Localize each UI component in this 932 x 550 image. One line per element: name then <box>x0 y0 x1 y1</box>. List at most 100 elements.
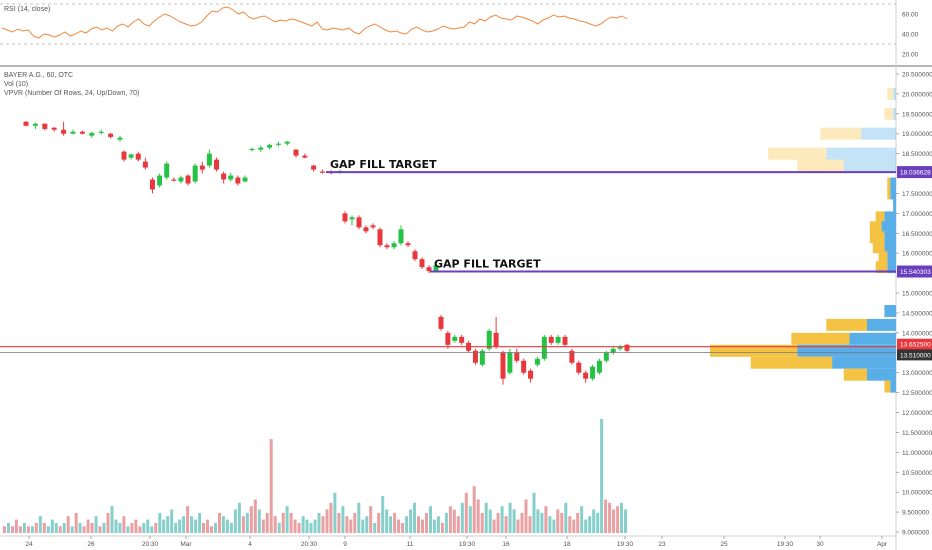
candle-body[interactable] <box>433 265 439 272</box>
candle-body[interactable] <box>23 121 29 126</box>
candle-body[interactable] <box>412 251 418 260</box>
candle-body[interactable] <box>590 366 596 379</box>
candle-body[interactable] <box>391 243 397 248</box>
candle-body[interactable] <box>214 159 220 170</box>
candle-body[interactable] <box>61 129 67 134</box>
candle-body[interactable] <box>135 153 141 160</box>
candle-body[interactable] <box>486 330 492 349</box>
candle-body[interactable] <box>242 177 248 182</box>
candle-body[interactable] <box>500 352 506 379</box>
candle-body[interactable] <box>121 151 127 160</box>
candle-body[interactable] <box>178 177 184 182</box>
candle-body[interactable] <box>507 352 513 373</box>
candle-body[interactable] <box>51 127 57 130</box>
candle-body[interactable] <box>349 217 355 220</box>
candle-body[interactable] <box>514 352 520 361</box>
candle-body[interactable] <box>419 259 425 268</box>
candle-body[interactable] <box>284 141 290 144</box>
annotations[interactable]: GAP FILL TARGET 18.036628 GAP FILL TARGET 1… <box>0 158 932 361</box>
candle-body[interactable] <box>363 227 369 232</box>
candle-body[interactable] <box>438 316 444 329</box>
candle-body[interactable] <box>377 229 383 246</box>
candle-body[interactable] <box>293 149 299 156</box>
candle-body[interactable] <box>521 360 527 373</box>
vpvr-up-bar <box>866 318 896 331</box>
candle-body[interactable] <box>603 352 609 361</box>
candle-body[interactable] <box>342 213 348 222</box>
candle-body[interactable] <box>185 175 191 184</box>
volume-bar <box>516 519 520 533</box>
candle-body[interactable] <box>117 137 123 140</box>
candle-body[interactable] <box>610 348 616 353</box>
volume-bar <box>512 509 516 533</box>
candle-body[interactable] <box>384 245 390 248</box>
volume-bar <box>584 519 588 533</box>
candle-body[interactable] <box>171 179 177 181</box>
candle-body[interactable] <box>164 163 170 178</box>
vpvr-down-bar <box>884 380 891 393</box>
candle-body[interactable] <box>459 336 465 343</box>
candle-body[interactable] <box>249 148 255 151</box>
volume-bar <box>560 512 564 533</box>
candle-body[interactable] <box>157 175 163 186</box>
candle-body[interactable] <box>258 147 264 150</box>
time-axis[interactable]: 24 26 20:30 Mar 4 20:30 9 11 19:30 16 18 19:30 23 25 1… <box>25 536 888 548</box>
candle-body[interactable] <box>528 370 534 379</box>
candle-body[interactable] <box>228 175 234 180</box>
candle-body[interactable] <box>79 131 85 134</box>
candle-body[interactable] <box>576 362 582 373</box>
candle-body[interactable] <box>275 143 281 145</box>
gap-fill-label[interactable]: GAP FILL TARGET <box>434 258 541 271</box>
candle-body[interactable] <box>534 358 540 365</box>
gap-fill-label[interactable]: GAP FILL TARGET <box>330 158 437 171</box>
rsi-tick-label: 20.00 <box>902 52 919 59</box>
candle-body[interactable] <box>199 165 205 170</box>
candle-body[interactable] <box>452 336 458 341</box>
candle-body[interactable] <box>206 153 212 166</box>
candle-body[interactable] <box>596 360 602 373</box>
volume-bar <box>206 519 209 533</box>
candle-body[interactable] <box>472 350 478 363</box>
candle-body[interactable] <box>32 123 38 126</box>
candle-body[interactable] <box>142 161 148 168</box>
candle-body[interactable] <box>356 217 362 228</box>
volume-bar <box>30 526 34 533</box>
candle-body[interactable] <box>192 165 198 182</box>
candle-body[interactable] <box>70 131 76 134</box>
candle-body[interactable] <box>149 179 155 190</box>
candle-body[interactable] <box>370 225 376 228</box>
volume-bar <box>556 509 560 533</box>
candle-body[interactable] <box>405 243 411 246</box>
candle-body[interactable] <box>89 132 95 136</box>
candle-body[interactable] <box>562 336 568 345</box>
candle-body[interactable] <box>426 267 432 272</box>
candle-body[interactable] <box>569 350 575 363</box>
candle-body[interactable] <box>493 332 499 347</box>
candle-body[interactable] <box>98 131 104 133</box>
candle-body[interactable] <box>235 177 241 184</box>
candle-body[interactable] <box>583 372 589 379</box>
candle-body[interactable] <box>479 350 485 365</box>
candle-body[interactable] <box>319 171 325 173</box>
candle-body[interactable] <box>42 123 48 129</box>
candle-body[interactable] <box>548 336 554 343</box>
candle-body[interactable] <box>445 332 451 345</box>
candle-body[interactable] <box>398 229 404 244</box>
volume-bar <box>190 516 194 533</box>
candle-body[interactable] <box>108 133 114 137</box>
volume-bar <box>488 509 492 533</box>
volume-bar <box>329 502 333 533</box>
candle-body[interactable] <box>311 165 317 170</box>
candle-body[interactable] <box>302 155 308 158</box>
candle-body[interactable] <box>267 144 273 148</box>
candle-body[interactable] <box>624 344 630 351</box>
candle-body[interactable] <box>128 154 134 158</box>
volume-bar <box>540 512 544 533</box>
candle-body[interactable] <box>221 173 227 180</box>
x-tick-label: 9 <box>343 541 347 548</box>
candle-body[interactable] <box>617 346 623 349</box>
price-axis[interactable]: 20.500000 20.000000 19.500000 19.000000 18.5… <box>896 71 932 537</box>
candle-body[interactable] <box>541 336 547 359</box>
candle-body[interactable] <box>555 336 561 343</box>
